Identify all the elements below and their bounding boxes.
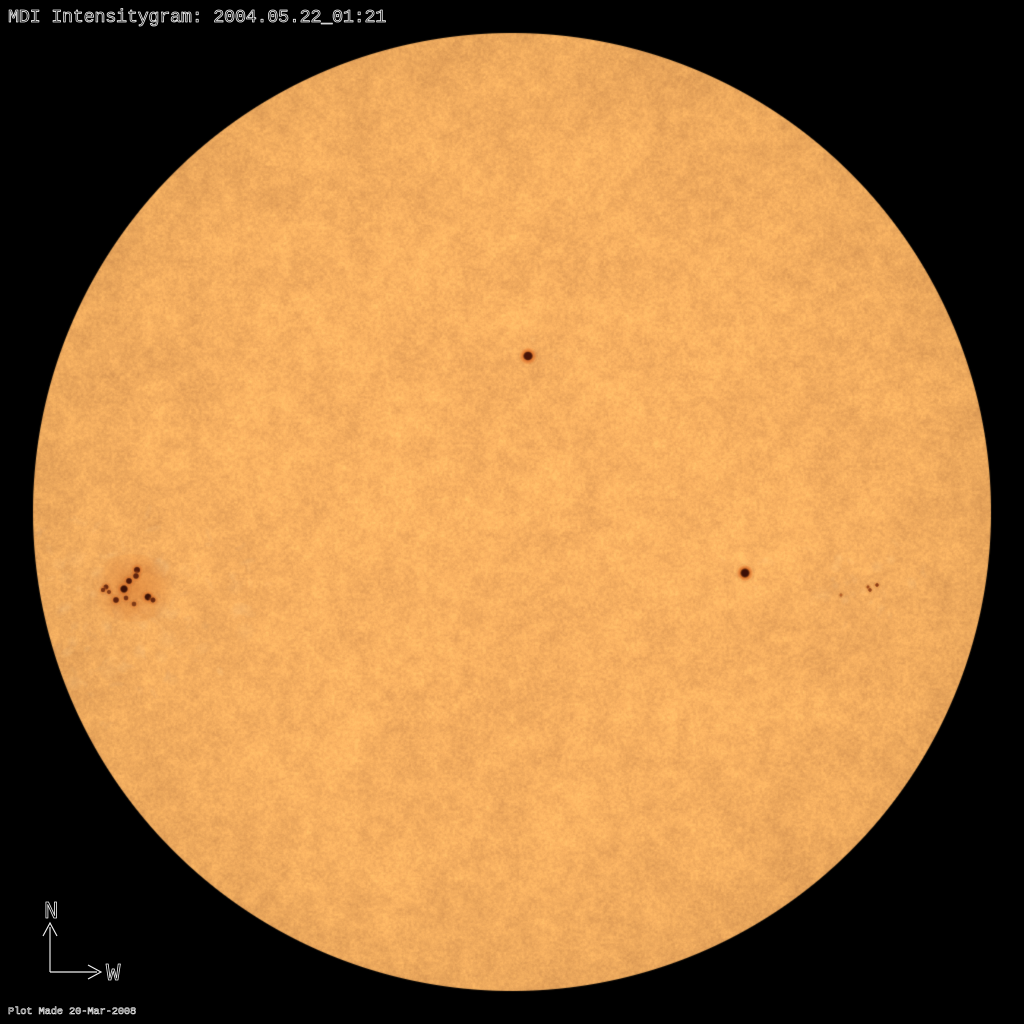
svg-text:W: W (106, 961, 121, 988)
svg-text:MDI Intensitygram: 2004.05.2: MDI Intensitygram: 2004.05.22_01:21 (8, 7, 386, 28)
svg-text:N: N (44, 899, 58, 926)
svg-text:Plot Made 20-Mar-2008: Plot Made 20-Mar-2008 (8, 1006, 136, 1018)
